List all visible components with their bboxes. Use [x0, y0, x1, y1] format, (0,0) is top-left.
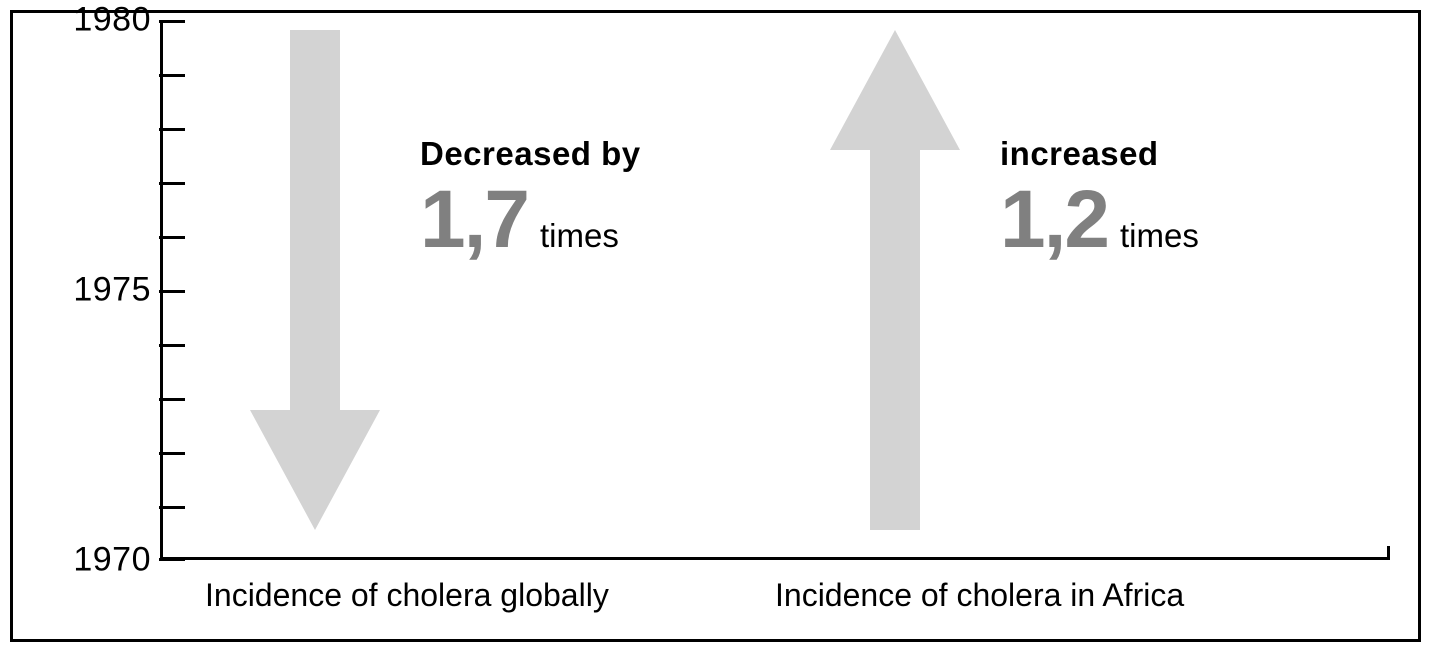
annotation-number: 1,7 — [420, 179, 528, 261]
annotation-value: 1,2 times — [1000, 179, 1199, 261]
arrow-down-icon — [250, 30, 380, 530]
y-tick — [159, 344, 185, 347]
y-tick — [159, 128, 185, 131]
y-axis-label: 1970 — [73, 541, 151, 580]
annotation-title: increased — [1000, 135, 1199, 173]
annotation-title: Decreased by — [420, 135, 641, 173]
x-category-label: Incidence of cholera in Africa — [775, 577, 1184, 614]
x-category-label: Incidence of cholera globally — [205, 577, 609, 614]
y-tick — [159, 558, 185, 561]
annotation-unit: times — [540, 217, 619, 255]
y-axis-label: 1980 — [73, 1, 151, 40]
annotation-number: 1,2 — [1000, 179, 1108, 261]
y-axis-label: 1975 — [73, 271, 151, 310]
y-tick — [159, 398, 185, 401]
y-tick — [159, 236, 185, 239]
y-tick — [159, 452, 185, 455]
annotation-increased: increased 1,2 times — [1000, 135, 1199, 261]
y-tick — [159, 506, 185, 509]
y-tick — [159, 74, 185, 77]
y-tick — [159, 20, 185, 23]
annotation-unit: times — [1120, 217, 1199, 255]
y-tick — [159, 290, 185, 293]
x-axis — [160, 557, 1390, 560]
arrow-up-icon — [830, 30, 960, 530]
annotation-decreased: Decreased by 1,7 times — [420, 135, 641, 261]
x-axis-end-tick — [1387, 546, 1390, 560]
y-tick — [159, 182, 185, 185]
annotation-value: 1,7 times — [420, 179, 641, 261]
